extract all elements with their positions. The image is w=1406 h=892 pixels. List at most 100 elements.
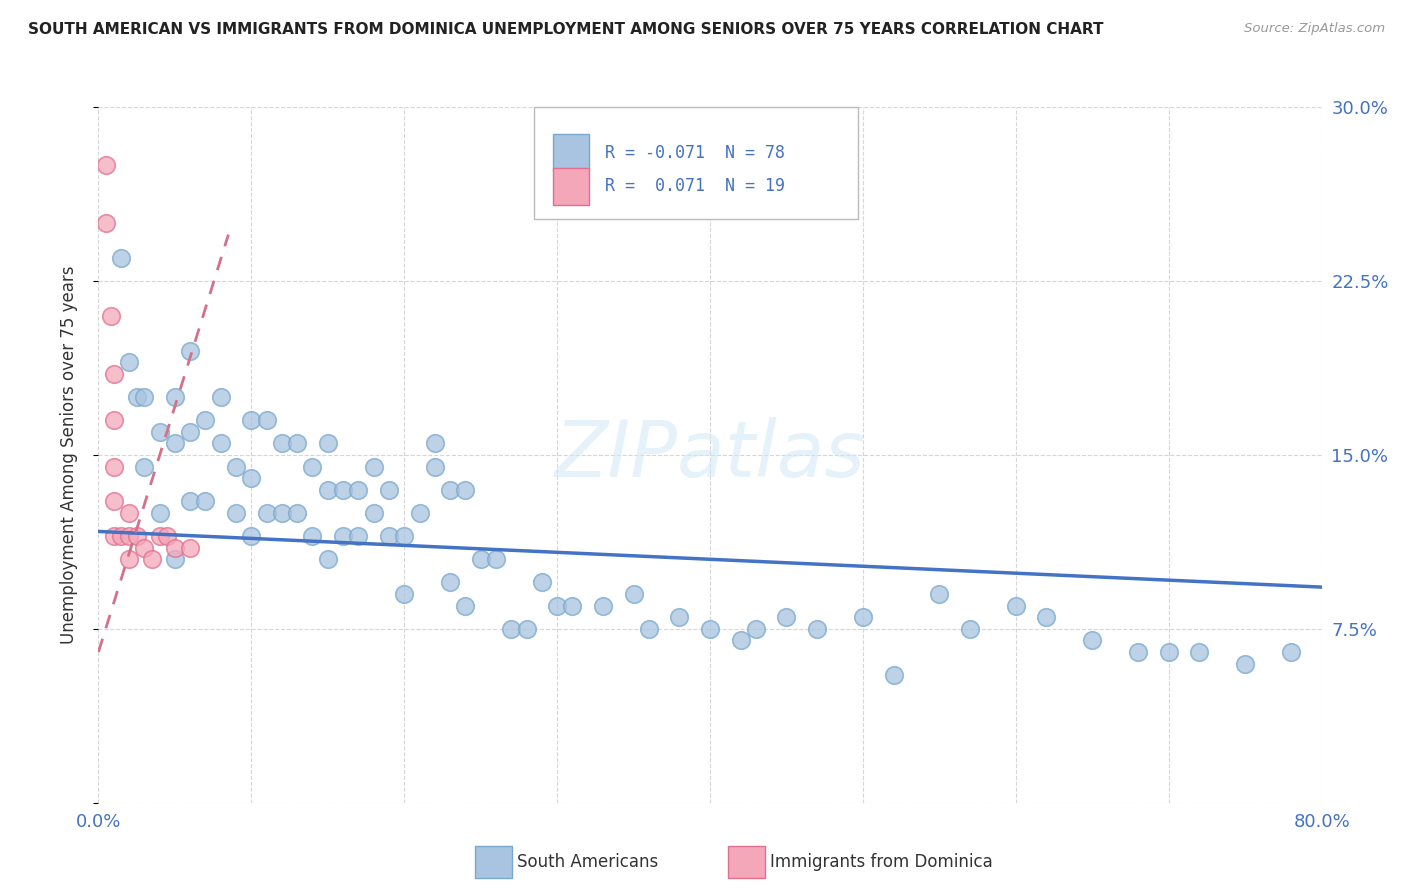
Point <box>118 506 141 520</box>
Text: Source: ZipAtlas.com: Source: ZipAtlas.com <box>1244 22 1385 36</box>
Point <box>516 622 538 636</box>
Point <box>745 622 768 636</box>
Point <box>439 483 461 497</box>
Point <box>163 541 186 555</box>
Point <box>485 552 508 566</box>
Point <box>163 390 186 404</box>
Point <box>240 413 263 427</box>
Point <box>546 599 568 613</box>
Y-axis label: Unemployment Among Seniors over 75 years: Unemployment Among Seniors over 75 years <box>59 266 77 644</box>
Point <box>423 436 446 450</box>
Point <box>256 506 278 520</box>
Point <box>125 390 148 404</box>
Point <box>149 506 172 520</box>
Point <box>454 599 477 613</box>
Point <box>592 599 614 613</box>
Point <box>883 668 905 682</box>
Point <box>194 413 217 427</box>
Point <box>163 552 186 566</box>
Text: Immigrants from Dominica: Immigrants from Dominica <box>770 853 993 871</box>
Point <box>423 459 446 474</box>
Point <box>1004 599 1026 613</box>
Point <box>285 436 308 450</box>
Point <box>225 459 247 474</box>
Point <box>1157 645 1180 659</box>
Point <box>1081 633 1104 648</box>
Point <box>110 529 132 543</box>
Point <box>134 459 156 474</box>
Point <box>959 622 981 636</box>
Point <box>149 529 172 543</box>
Point <box>454 483 477 497</box>
Point <box>1234 657 1257 671</box>
Point <box>118 355 141 369</box>
Point <box>408 506 430 520</box>
Point <box>179 494 201 508</box>
Point <box>637 622 661 636</box>
Point <box>163 436 186 450</box>
Point <box>270 436 292 450</box>
Point <box>110 251 132 265</box>
Point <box>1128 645 1150 659</box>
Point <box>332 483 354 497</box>
Point <box>179 541 201 555</box>
Point <box>141 552 163 566</box>
Point <box>378 529 401 543</box>
Point <box>501 622 523 636</box>
Point <box>103 494 125 508</box>
Point <box>347 529 370 543</box>
Point <box>852 610 875 624</box>
Point <box>256 413 278 427</box>
Point <box>623 587 645 601</box>
Point <box>179 425 201 439</box>
Point <box>470 552 492 566</box>
Point <box>240 529 263 543</box>
Point <box>1279 645 1302 659</box>
Point <box>363 506 385 520</box>
Point <box>103 413 125 427</box>
Point <box>270 506 292 520</box>
Point <box>301 459 323 474</box>
Point <box>94 158 117 172</box>
Point <box>285 506 308 520</box>
Point <box>806 622 828 636</box>
Point <box>118 552 141 566</box>
Point <box>332 529 354 543</box>
Point <box>347 483 370 497</box>
Point <box>316 552 339 566</box>
Text: R = -0.071  N = 78: R = -0.071 N = 78 <box>605 144 785 161</box>
Point <box>392 529 416 543</box>
Point <box>149 425 172 439</box>
Text: R =  0.071  N = 19: R = 0.071 N = 19 <box>605 178 785 195</box>
Point <box>1188 645 1211 659</box>
Point <box>699 622 721 636</box>
Point <box>439 575 461 590</box>
Point <box>928 587 950 601</box>
Point <box>134 390 156 404</box>
Point <box>530 575 553 590</box>
Point <box>301 529 323 543</box>
Point <box>378 483 401 497</box>
Point <box>103 529 125 543</box>
Point <box>179 343 201 358</box>
Point <box>103 367 125 381</box>
Text: South Americans: South Americans <box>517 853 658 871</box>
Text: ZIPatlas: ZIPatlas <box>554 417 866 493</box>
Point <box>316 436 339 450</box>
Point <box>156 529 179 543</box>
Point <box>103 459 125 474</box>
Point <box>125 529 148 543</box>
Point <box>392 587 416 601</box>
Point <box>194 494 217 508</box>
Point <box>1035 610 1057 624</box>
Point <box>316 483 339 497</box>
Point <box>561 599 583 613</box>
Text: SOUTH AMERICAN VS IMMIGRANTS FROM DOMINICA UNEMPLOYMENT AMONG SENIORS OVER 75 YE: SOUTH AMERICAN VS IMMIGRANTS FROM DOMINI… <box>28 22 1104 37</box>
Point <box>134 541 156 555</box>
Point <box>668 610 690 624</box>
Point <box>730 633 752 648</box>
Point <box>240 471 263 485</box>
Point <box>363 459 385 474</box>
Point <box>118 529 141 543</box>
Point <box>225 506 247 520</box>
